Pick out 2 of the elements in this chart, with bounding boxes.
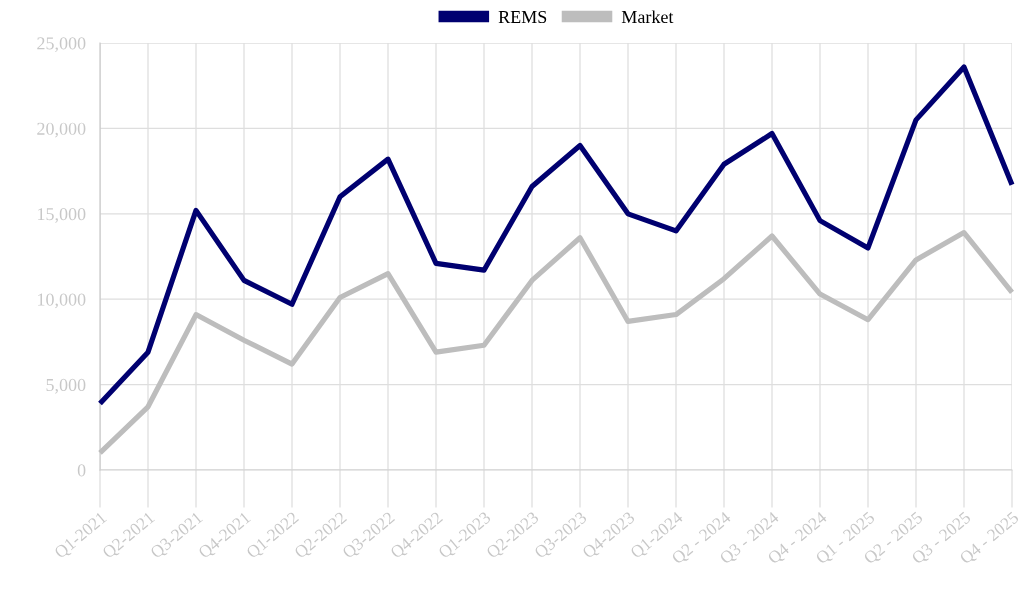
legend-label: REMS [498,10,547,24]
legend-label: Market [621,10,674,24]
